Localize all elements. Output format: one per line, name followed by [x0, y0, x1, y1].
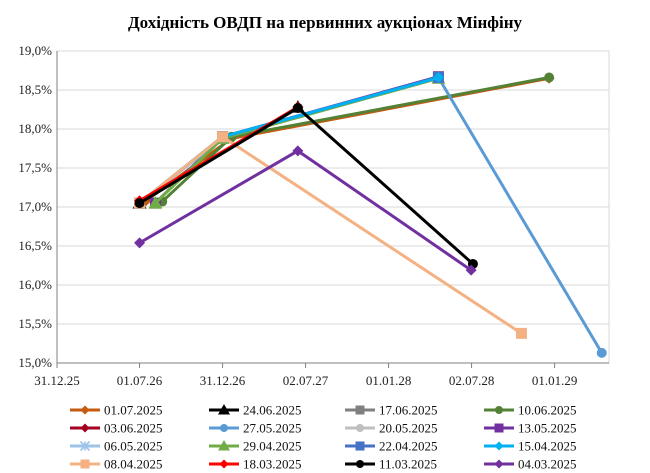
legend: 01.07.2025 24.06.2025 17.06.2025 10.06.2025…: [70, 403, 577, 472]
legend-item: 11.03.2025: [345, 457, 437, 472]
legend-label: 04.03.2025: [518, 457, 577, 472]
legend-item: 17.06.2025: [345, 403, 438, 418]
legend-item: 13.05.2025: [484, 421, 577, 436]
x-tick-label: 31.12.26: [200, 373, 246, 388]
legend-item: 08.04.2025: [70, 457, 163, 472]
legend-label: 10.06.2025: [518, 403, 577, 418]
legend-item: 15.04.2025: [484, 439, 577, 454]
y-tick-label: 18,5%: [18, 82, 52, 97]
point-marker: [515, 327, 527, 339]
legend-label: 13.05.2025: [518, 421, 577, 436]
point-marker: [292, 145, 304, 157]
series-15: [134, 145, 477, 276]
legend-label: 01.07.2025: [104, 403, 163, 418]
point-marker: [218, 404, 230, 415]
point-marker: [79, 440, 91, 452]
legend-item: 06.05.2025: [70, 439, 163, 454]
series-layer: [132, 71, 607, 358]
point-marker: [148, 196, 163, 209]
y-tick-label: 19,0%: [18, 43, 52, 58]
legend-label: 20.05.2025: [379, 421, 438, 436]
point-marker: [80, 423, 90, 433]
point-marker: [80, 459, 90, 469]
legend-item: 20.05.2025: [345, 421, 438, 436]
point-marker: [356, 460, 364, 468]
x-tick-label: 01.01.29: [532, 373, 578, 388]
x-tick-label: 31.12.25: [34, 373, 80, 388]
point-marker: [494, 423, 504, 433]
point-marker: [218, 440, 230, 451]
legend-label: 03.06.2025: [104, 421, 163, 436]
legend-label: 06.05.2025: [104, 439, 163, 454]
x-tick-label: 02.07.28: [449, 373, 495, 388]
legend-item: 27.05.2025: [209, 421, 302, 436]
legend-label: 17.06.2025: [379, 403, 438, 418]
legend-label: 08.04.2025: [104, 457, 163, 472]
point-marker: [465, 264, 477, 276]
legend-item: 18.03.2025: [209, 457, 302, 472]
y-tick-label: 18,0%: [18, 121, 52, 136]
legend-label: 11.03.2025: [379, 457, 437, 472]
point-marker: [544, 72, 555, 83]
point-marker: [219, 459, 229, 469]
point-marker: [355, 405, 365, 415]
point-marker: [355, 441, 365, 451]
legend-item: 10.06.2025: [484, 403, 577, 418]
chart-title: Дохідність ОВДП на первинних аукціонах М…: [128, 13, 523, 32]
legend-label: 18.03.2025: [243, 457, 302, 472]
y-tick-label: 16,0%: [18, 277, 52, 292]
legend-item: 22.04.2025: [345, 439, 438, 454]
legend-item: 04.03.2025: [484, 457, 577, 472]
legend-item: 01.07.2025: [70, 403, 163, 418]
series-14: [134, 102, 478, 269]
y-tick-label: 16,5%: [18, 238, 52, 253]
y-tick-label: 17,5%: [18, 160, 52, 175]
series-line: [436, 76, 604, 355]
point-marker: [80, 405, 90, 415]
point-marker: [596, 347, 607, 358]
legend-label: 29.04.2025: [243, 439, 302, 454]
legend-item: 29.04.2025: [209, 439, 302, 454]
legend-label: 15.04.2025: [518, 439, 577, 454]
x-tick-label: 01.07.26: [117, 373, 163, 388]
legend-label: 27.05.2025: [243, 421, 302, 436]
point-marker: [356, 424, 364, 432]
x-tick-label: 02.07.27: [283, 373, 329, 388]
legend-item: 03.06.2025: [70, 421, 163, 436]
point-marker: [432, 72, 444, 84]
axes: 19,0% 18,5% 18,0% 17,5% 17,0% 16,5% 16,0% 15,5%…: [18, 43, 610, 388]
point-marker: [220, 424, 228, 432]
legend-item: 24.06.2025: [209, 403, 302, 418]
point-marker: [292, 102, 303, 113]
point-marker: [494, 459, 504, 469]
point-marker: [134, 237, 146, 249]
y-tick-label: 15,0%: [18, 355, 52, 370]
point-marker: [217, 131, 229, 143]
x-tick-label: 01.01.28: [366, 373, 412, 388]
legend-label: 24.06.2025: [243, 403, 302, 418]
point-marker: [134, 198, 145, 209]
y-tick-label: 15,5%: [18, 316, 52, 331]
point-marker: [494, 441, 504, 451]
point-marker: [495, 406, 503, 414]
y-tick-label: 17,0%: [18, 199, 52, 214]
legend-label: 22.04.2025: [379, 439, 438, 454]
